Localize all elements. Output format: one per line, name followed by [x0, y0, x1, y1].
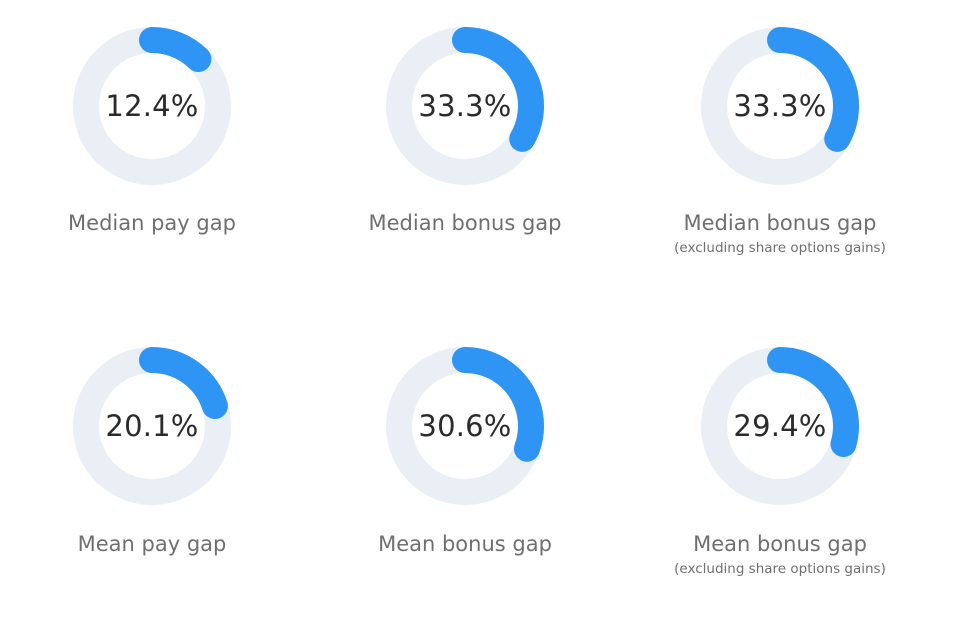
donut-svg	[701, 27, 859, 185]
donut-chart: 33.3%	[695, 21, 865, 191]
metric-sublabel: (excluding share options gains)	[674, 240, 886, 256]
metric-sublabel: (excluding share options gains)	[674, 561, 886, 577]
donut-svg	[73, 27, 231, 185]
percentage-value: 12.4%	[105, 89, 199, 123]
metric-label: Median bonus gap	[683, 211, 877, 235]
donut-value-arc	[139, 347, 228, 419]
donut-card-median-bonus-gap: 33.3% Median bonus gap	[305, 21, 625, 311]
percentage-value: 29.4%	[733, 409, 827, 443]
metric-label: Mean pay gap	[77, 532, 227, 556]
donut-chart: 29.4%	[695, 341, 865, 511]
percentage-value: 30.6%	[418, 409, 512, 443]
metric-label: Median bonus gap	[368, 211, 562, 235]
donut-card-median-bonus-gap-excl: 33.3% Median bonus gap (excluding share …	[620, 21, 940, 311]
percentage-value: 33.3%	[418, 89, 512, 123]
metric-label: Mean bonus gap	[693, 532, 867, 556]
donut-card-mean-pay-gap: 20.1% Mean pay gap	[0, 341, 312, 631]
donut-value-arc	[452, 27, 544, 152]
donut-chart: 12.4%	[67, 21, 237, 191]
donut-svg	[701, 347, 859, 505]
donut-svg	[386, 347, 544, 505]
percentage-value: 33.3%	[733, 89, 827, 123]
percentage-value: 20.1%	[105, 409, 199, 443]
donut-value-arc	[139, 27, 212, 73]
donut-value-arc	[452, 347, 544, 462]
metric-label: Median pay gap	[68, 211, 236, 235]
donut-chart: 20.1%	[67, 341, 237, 511]
donut-value-arc	[767, 347, 859, 458]
donut-chart: 30.6%	[380, 341, 550, 511]
donut-svg	[73, 347, 231, 505]
donut-value-arc	[767, 27, 859, 152]
donut-card-mean-bonus-gap-excl: 29.4% Mean bonus gap (excluding share op…	[620, 341, 940, 631]
donut-card-median-pay-gap: 12.4% Median pay gap	[0, 21, 312, 311]
donut-card-mean-bonus-gap: 30.6% Mean bonus gap	[305, 341, 625, 631]
donut-chart: 33.3%	[380, 21, 550, 191]
donut-svg	[386, 27, 544, 185]
metric-label: Mean bonus gap	[378, 532, 552, 556]
